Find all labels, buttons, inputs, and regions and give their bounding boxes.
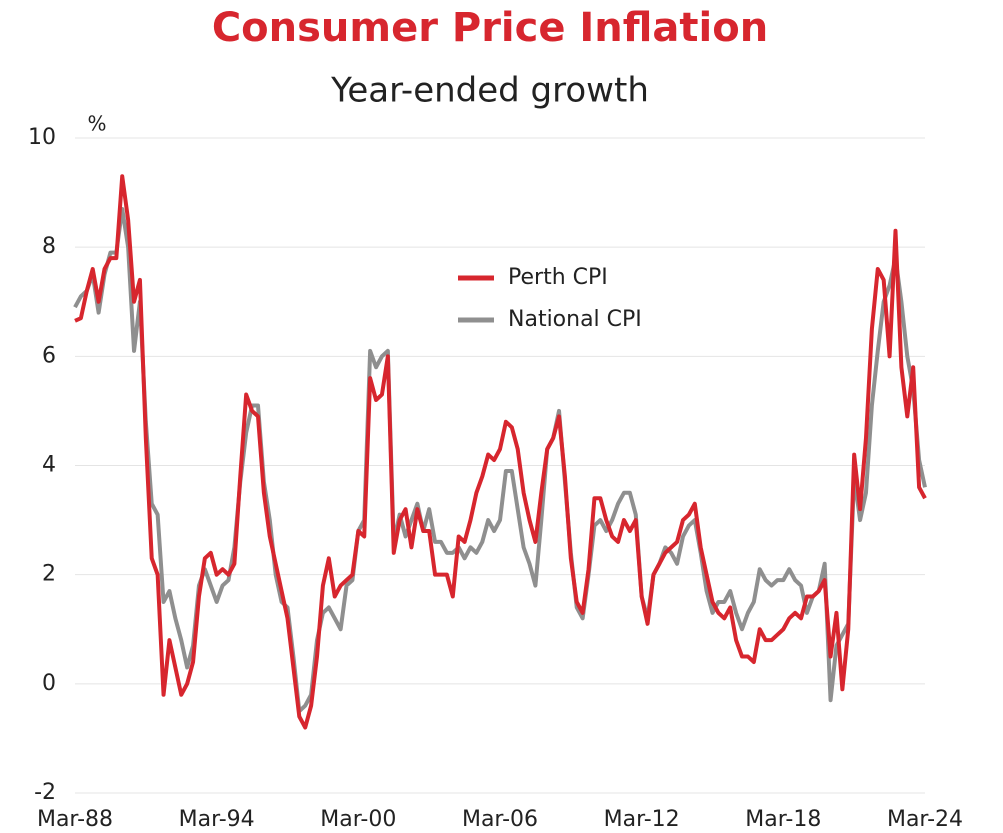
x-tick-label: Mar-18 — [745, 807, 821, 832]
y-tick-label: 2 — [42, 562, 56, 587]
x-tick-label: Mar-06 — [462, 807, 538, 832]
line-series — [73, 206, 927, 714]
legend-label: Perth CPI — [508, 265, 608, 290]
x-tick-label: Mar-24 — [887, 807, 963, 832]
x-tick-label: Mar-12 — [604, 807, 680, 832]
chart-subtitle: Year-ended growth — [330, 71, 649, 111]
x-tick-label: Mar-88 — [37, 807, 113, 832]
y-tick-label: -2 — [34, 780, 56, 805]
y-tick-label: 0 — [42, 671, 56, 696]
legend-label: National CPI — [508, 307, 642, 332]
y-tick-label: 10 — [28, 125, 56, 150]
x-tick-label: Mar-94 — [179, 807, 255, 832]
y-tick-label: 4 — [42, 453, 56, 478]
y-tick-label: 6 — [42, 343, 56, 368]
y-tick-label: 8 — [42, 234, 56, 259]
line-series — [74, 174, 927, 730]
chart-title: Consumer Price Inflation — [212, 5, 768, 51]
y-axis-label: % — [87, 112, 106, 136]
x-tick-label: Mar-00 — [320, 807, 396, 832]
